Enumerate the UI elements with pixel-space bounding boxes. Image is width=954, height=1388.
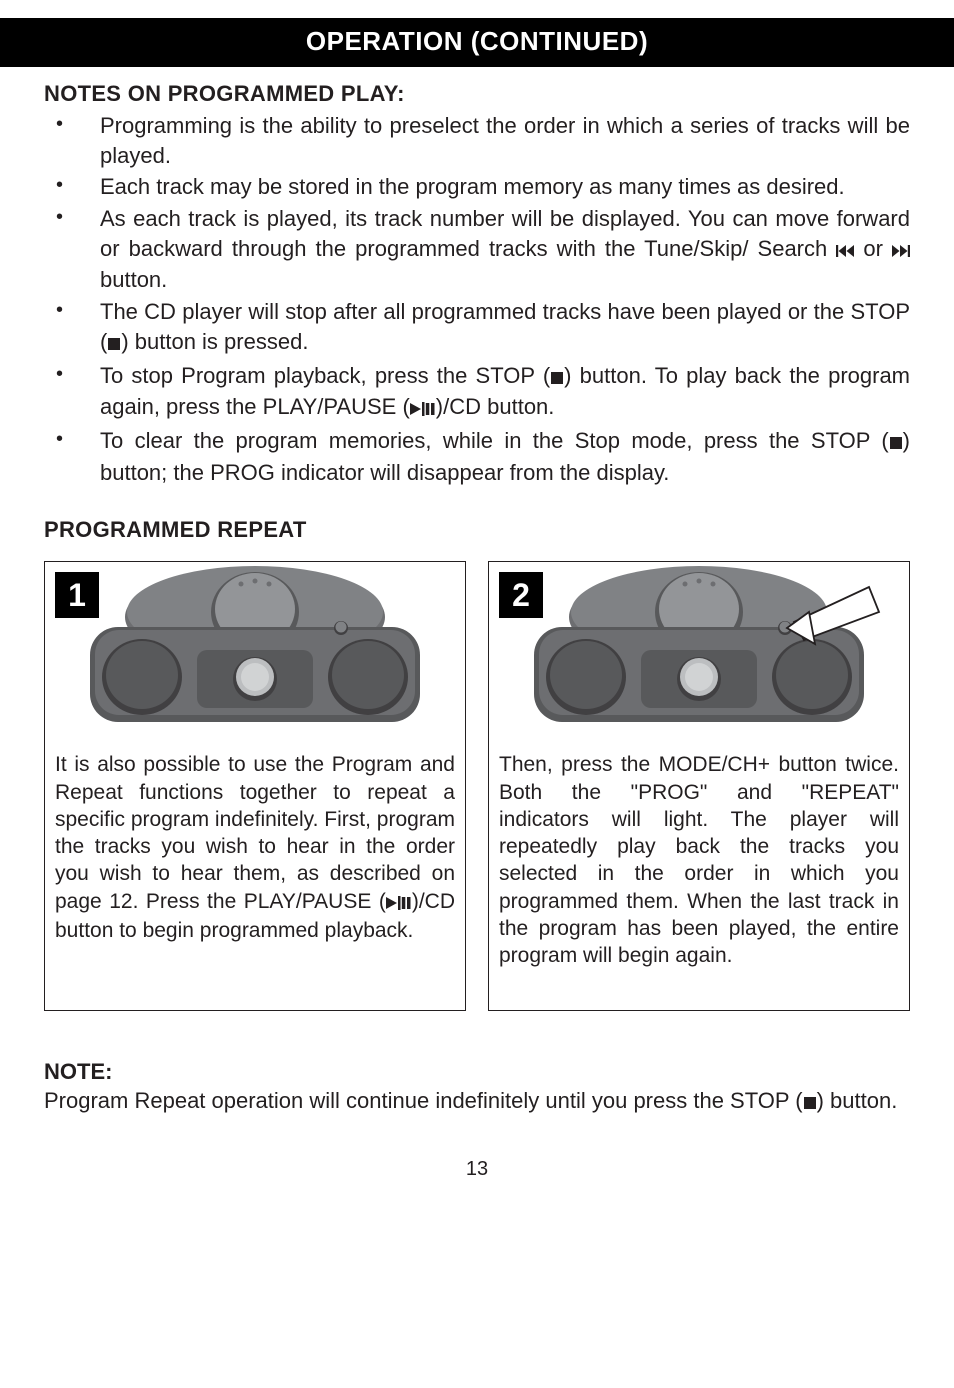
stop-icon xyxy=(107,329,121,359)
note-item: As each track is played, its track numbe… xyxy=(44,204,910,295)
note-item: The CD player will stop after all progra… xyxy=(44,297,910,358)
note-item: To clear the program memories, while in … xyxy=(44,426,910,487)
note-text: As each track is played, its track numbe… xyxy=(100,206,910,261)
note-text: Each track may be stored in the program … xyxy=(100,174,845,199)
note-text-pre: Program Repeat operation will continue i… xyxy=(44,1088,803,1113)
note-item: To stop Program playback, press the STOP… xyxy=(44,361,910,424)
note-text: Programming is the ability to preselect … xyxy=(100,113,910,168)
stop-icon xyxy=(889,428,903,458)
step-card-2: 2 xyxy=(488,561,910,1010)
notes-list: Programming is the ability to preselect … xyxy=(44,111,910,487)
note-text: or xyxy=(854,236,892,261)
page-number: 13 xyxy=(44,1158,910,1181)
note-item: Each track may be stored in the program … xyxy=(44,172,910,202)
note-label: NOTE: xyxy=(44,1057,910,1087)
boombox-icon xyxy=(65,562,445,742)
note-text: To clear the program memories, while in … xyxy=(100,428,889,453)
note-text-post: ) button. xyxy=(817,1088,898,1113)
note-block: NOTE: Program Repeat operation will cont… xyxy=(44,1057,910,1118)
step-number-badge: 2 xyxy=(499,572,543,618)
skip-next-icon xyxy=(892,236,910,266)
stop-icon xyxy=(550,363,564,393)
step-text: It is also possible to use the Program a… xyxy=(45,747,465,984)
section-header: OPERATION (CONTINUED) xyxy=(0,18,954,67)
step-illustration: 2 xyxy=(489,562,909,747)
play-pause-icon xyxy=(410,394,436,424)
note-item: Programming is the ability to preselect … xyxy=(44,111,910,170)
note-text: ) button is pressed. xyxy=(121,329,308,354)
play-pause-icon xyxy=(386,890,412,917)
note-text: To stop Program playback, press the STOP… xyxy=(100,363,550,388)
step-cards: 1 xyxy=(44,561,910,1010)
step-card-1: 1 xyxy=(44,561,466,1010)
stop-icon xyxy=(803,1088,817,1118)
step-text: Then, press the MODE/CH+ button twice. B… xyxy=(489,747,909,1009)
boombox-icon xyxy=(509,562,889,742)
step-illustration: 1 xyxy=(45,562,465,747)
step-number-badge: 1 xyxy=(55,572,99,618)
notes-heading: NOTES ON PROGRAMMED PLAY: xyxy=(44,81,910,107)
note-text: )/CD button. xyxy=(436,394,555,419)
step-text-pre: Then, press the MODE/CH+ button twice. B… xyxy=(499,753,899,967)
programmed-repeat-heading: PROGRAMMED REPEAT xyxy=(44,517,910,543)
note-text: button. xyxy=(100,267,167,292)
note-body: Program Repeat operation will continue i… xyxy=(44,1086,910,1118)
skip-prev-icon xyxy=(836,236,854,266)
